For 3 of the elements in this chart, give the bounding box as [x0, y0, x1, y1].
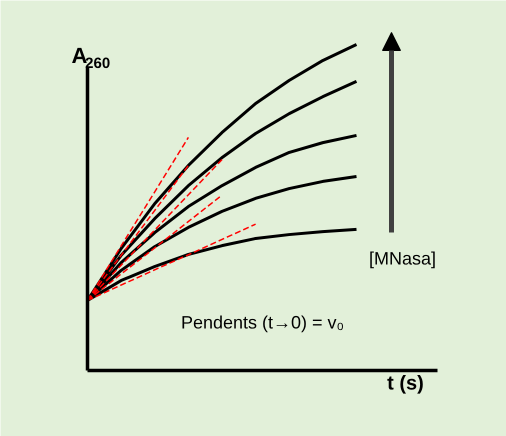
x-axis-title: t (s) [387, 372, 424, 394]
annotation: [MNasa] [368, 248, 436, 268]
annotation: Pendents (t→0) = v₀ [180, 312, 344, 332]
